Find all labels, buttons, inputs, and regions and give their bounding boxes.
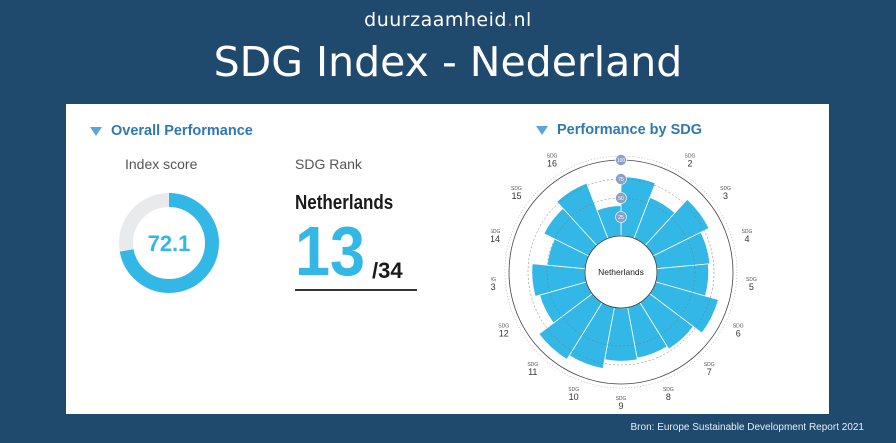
performance-by-sdg-label: Performance by SDG	[557, 122, 703, 138]
sdg-number-label: 14	[491, 234, 500, 244]
center-country-label: Netherlands	[598, 267, 644, 277]
collapse-triangle-icon	[536, 125, 548, 135]
page-title: SDG Index - Nederland	[213, 38, 683, 86]
index-score-donut: 72.1	[119, 193, 219, 293]
sdg-number-label: 13	[491, 282, 496, 292]
sdg-number-label: 17	[592, 150, 602, 151]
sdg-prefix-label: SDG	[568, 387, 579, 393]
sdg-number-label: 9	[618, 401, 623, 411]
brand-dot: .	[506, 9, 514, 31]
sdg-number-label: 1	[643, 150, 648, 151]
tick-label: 50	[618, 196, 624, 202]
sdg-rank-total: /34	[372, 258, 403, 283]
sdg-prefix-label: SDG	[498, 323, 509, 329]
sdg-prefix-label: SDG	[616, 396, 627, 402]
index-score-label: Index score	[125, 156, 198, 172]
country-name: Netherlands	[295, 192, 394, 214]
overall-performance-heading[interactable]: Overall Performance	[90, 123, 253, 139]
sdg-prefix-label: SDG	[704, 362, 715, 368]
radial-bars-group	[531, 176, 719, 370]
tick-bubble	[615, 192, 627, 204]
sdg-prefix-label: SDG	[720, 186, 731, 192]
brand-suffix: nl	[513, 9, 532, 31]
sdg-prefix-label: SDG	[527, 362, 538, 368]
sdg-prefix-label: SDG	[742, 229, 753, 235]
sdg-number-label: 7	[707, 367, 712, 377]
sdg-number-label: 4	[744, 234, 749, 244]
sdg-prefix-label: SDG	[663, 387, 674, 393]
sdg-number-label: 6	[736, 328, 741, 338]
sdg-number-label: 10	[569, 392, 579, 402]
sdg-number-label: 2	[687, 159, 692, 169]
sdg-prefix-label: SDG	[491, 277, 496, 283]
tick-label: 75	[618, 177, 624, 183]
sdg-prefix-label: SDG	[511, 186, 522, 192]
source-note: Bron: Europe Sustainable Development Rep…	[630, 422, 864, 433]
sdg-number-label: 15	[511, 191, 521, 201]
center-circle	[584, 235, 658, 309]
tick-bubble	[615, 211, 627, 223]
index-score-value: 72.1	[148, 231, 191, 256]
sdg-prefix-label: SDG	[733, 323, 744, 329]
sdg-prefix-label: SDG	[685, 154, 696, 160]
report-panel: Overall Performance Index score 72.1 SDG…	[66, 104, 829, 414]
radial-labels-group: SDG1SDG2SDG3SDG4SDG5SDG6SDG7SDG8SDG9SDG1…	[491, 150, 757, 411]
brand-logo: duurzaamheid.nl	[0, 9, 896, 31]
sdg-number-label: 12	[499, 328, 509, 338]
sdg-number-label: 8	[666, 392, 671, 402]
sdg-number-label: 16	[547, 159, 557, 169]
tick-bubble	[615, 154, 627, 166]
sdg-prefix-label: SDG	[491, 229, 501, 235]
performance-by-sdg-heading[interactable]: Performance by SDG	[536, 122, 702, 138]
radial-ticks-group: 25 50 75 100	[615, 154, 627, 223]
tick-label: 25	[618, 215, 624, 221]
collapse-triangle-icon	[90, 126, 102, 136]
sdg-prefix-label: SDG	[746, 277, 757, 283]
sdg-number-label: 5	[749, 282, 754, 292]
sdg-radial-chart: SDG1SDG2SDG3SDG4SDG5SDG6SDG7SDG8SDG9SDG1…	[491, 150, 757, 411]
donut-value-arc	[119, 193, 219, 293]
brand-prefix: duurzaamheid	[364, 9, 507, 31]
sdg-rank-value: 13	[295, 212, 366, 290]
sdg-number-label: 3	[723, 191, 728, 201]
sdg-prefix-label: SDG	[547, 154, 558, 160]
sdg-number-label: 11	[528, 367, 537, 377]
rank-underline	[295, 289, 417, 291]
overall-performance-label: Overall Performance	[111, 123, 253, 139]
tick-label: 100	[617, 158, 626, 164]
tick-bubble	[615, 173, 627, 185]
sdg-rank-label: SDG Rank	[295, 156, 362, 172]
